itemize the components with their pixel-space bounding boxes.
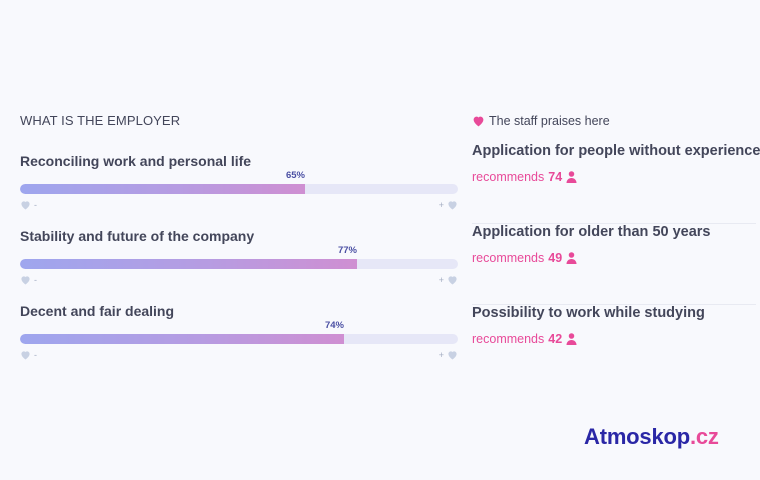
praise-item[interactable]: Possibility to work while studying recom… [472,305,756,386]
plus-end: + [439,275,458,285]
recommends-label: recommends [472,170,545,184]
praise-item[interactable]: Application for older than 50 years reco… [472,224,756,305]
bar-fill [20,184,305,194]
plus-end: + [439,350,458,360]
praise-title[interactable]: Application for older than 50 years [472,224,711,240]
praises-header: The staff praises here [472,113,756,129]
recommends-number: 49 [548,251,563,265]
metric-label: Decent and fair dealing [20,303,175,319]
plus-sign: + [438,275,444,285]
recommends-count: recommends 74 [472,170,577,184]
minus-end: - [20,200,37,210]
minus-end: - [20,275,37,285]
logo-main: Atmoskop [584,424,690,449]
recommends-label: recommends [472,251,545,265]
praises-header-label: The staff praises here [489,114,610,128]
metric-stability: Stability and future of the company 77% … [20,228,458,288]
recommends-label: recommends [472,332,545,346]
bar-ends: - + [20,275,458,287]
plus-sign: + [438,350,444,360]
bar-track [20,334,458,344]
percent-label: 74% [324,320,344,331]
bar-track [20,184,458,194]
bar-fill [20,334,344,344]
plus-end: + [439,200,458,210]
plus-sign: + [438,200,444,210]
bar-fill [20,259,357,269]
metric-work-life: Reconciling work and personal life 65% -… [20,153,458,213]
praise-title[interactable]: Possibility to work while studying [472,305,705,321]
bar-ends: - + [20,350,458,362]
heart-icon [21,201,30,210]
person-icon [566,252,577,264]
employer-ratings: WHAT IS THE EMPLOYER Reconciling work an… [20,113,458,360]
recommends-number: 42 [548,332,563,346]
heart-icon [448,276,457,285]
heart-icon [448,351,457,360]
heart-icon [473,116,484,127]
bar-ends: - + [20,200,458,212]
bar-track [20,259,458,269]
recommends-number: 74 [548,170,563,184]
percent-label: 65% [285,170,305,181]
person-icon [566,333,577,345]
section-title: WHAT IS THE EMPLOYER [20,113,181,128]
percent-label: 77% [337,245,357,256]
staff-praises: The staff praises here Application for p… [472,113,760,346]
minus-sign: - [34,200,37,210]
metric-fair-dealing: Decent and fair dealing 74% - + [20,303,458,363]
minus-sign: - [34,350,37,360]
divider [472,304,756,305]
heart-icon [21,351,30,360]
metric-label: Stability and future of the company [20,228,255,244]
recommends-count: recommends 42 [472,332,577,346]
logo-tld: .cz [689,424,719,449]
divider [472,223,756,224]
praise-item[interactable]: Application for people without experienc… [472,143,760,224]
heart-icon [21,276,30,285]
recommends-count: recommends 49 [472,251,577,265]
minus-sign: - [34,275,37,285]
heart-icon [448,201,457,210]
praise-title[interactable]: Application for people without experienc… [472,143,760,159]
minus-end: - [20,350,37,360]
atmoskop-logo[interactable]: Atmoskop.cz [584,424,719,450]
person-icon [566,171,577,183]
metric-label: Reconciling work and personal life [20,153,252,169]
